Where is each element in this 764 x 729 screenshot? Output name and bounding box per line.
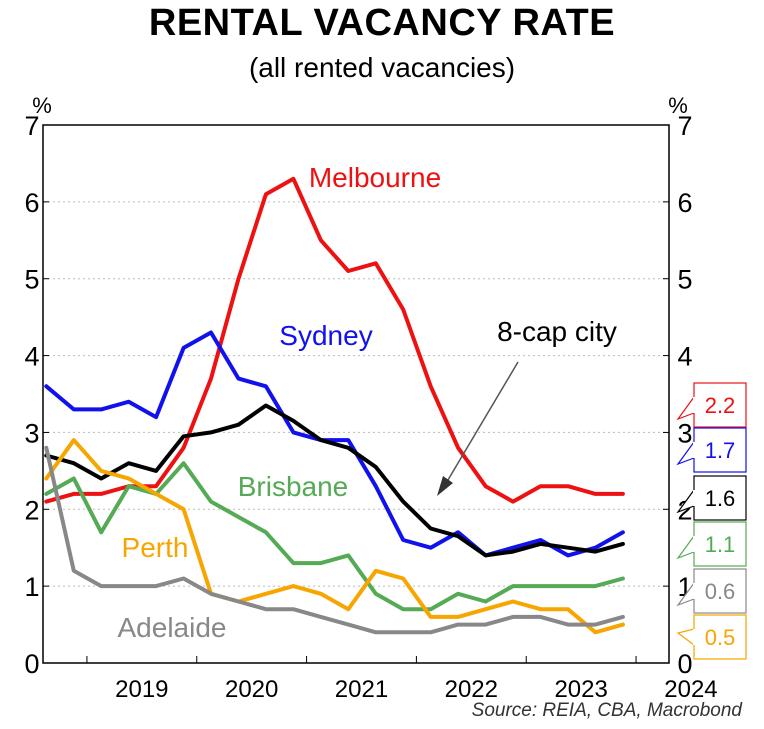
end-label-box bbox=[693, 475, 747, 521]
y-tick-label-left: 7 bbox=[24, 111, 39, 141]
x-tick-label: 2022 bbox=[445, 676, 498, 703]
series-label-perth: Perth bbox=[122, 532, 189, 563]
y-axis-unit-left: % bbox=[32, 93, 52, 118]
end-value-label: 0.6 bbox=[705, 579, 736, 604]
chart-title: RENTAL VACANCY RATE bbox=[148, 2, 616, 44]
plot-frame bbox=[42, 124, 670, 664]
y-tick-label-right: 5 bbox=[677, 265, 692, 295]
end-label-box bbox=[693, 614, 747, 660]
end-label-pointer bbox=[676, 489, 695, 514]
chart-subtitle: (all rented vacancies) bbox=[248, 52, 516, 83]
end-value-label: 1.6 bbox=[705, 486, 736, 511]
y-tick-label-left: 3 bbox=[24, 418, 39, 448]
end-value-label: 1.1 bbox=[705, 532, 736, 557]
annotation-arrowhead bbox=[437, 476, 453, 496]
source-note: Source: REIA, CBA, Macrobond bbox=[471, 700, 742, 721]
series-label-sydney: Sydney bbox=[279, 320, 372, 351]
end-label-box bbox=[693, 427, 747, 473]
series-line-perth bbox=[44, 438, 625, 635]
series-label-melbourne: Melbourne bbox=[309, 162, 441, 193]
y-tick-label-left: 1 bbox=[24, 572, 39, 602]
y-tick-label-left: 2 bbox=[24, 495, 39, 525]
end-label-pointer bbox=[676, 441, 695, 466]
y-tick-label-right: 7 bbox=[677, 111, 692, 141]
y-tick-label-left: 6 bbox=[24, 188, 39, 218]
y-tick-label-right: 6 bbox=[677, 188, 692, 218]
end-label-pointer bbox=[676, 396, 695, 421]
x-tick-label: 2023 bbox=[554, 676, 607, 703]
series-label-brisbane: Brisbane bbox=[238, 471, 349, 502]
x-tick-label: 2024 bbox=[664, 676, 717, 703]
y-tick-label-right: 3 bbox=[677, 418, 692, 448]
end-label-pointer bbox=[676, 582, 695, 607]
end-value-label: 2.2 bbox=[705, 393, 736, 418]
series-label-8-cap-city: 8-cap city bbox=[497, 316, 617, 347]
end-value-label: 1.7 bbox=[705, 438, 736, 463]
end-label-box bbox=[693, 521, 747, 567]
x-tick-label: 2020 bbox=[225, 676, 278, 703]
y-tick-label-left: 4 bbox=[24, 342, 39, 372]
series-line-adelaide bbox=[44, 445, 625, 635]
y-tick-label-right: 4 bbox=[677, 342, 692, 372]
y-tick-label-left: 5 bbox=[24, 265, 39, 295]
end-value-label: 0.5 bbox=[705, 625, 736, 650]
series-line-sydney bbox=[44, 330, 625, 558]
end-label-pointer bbox=[676, 535, 695, 560]
end-label-pointer bbox=[676, 628, 695, 646]
x-tick-label: 2021 bbox=[335, 676, 388, 703]
series-line-brisbane bbox=[44, 461, 625, 612]
annotation-arrow-line bbox=[444, 361, 519, 486]
end-label-box bbox=[693, 382, 747, 428]
y-tick-label-left: 0 bbox=[24, 649, 39, 679]
y-axis-unit-right: % bbox=[668, 93, 688, 118]
x-tick-label: 2019 bbox=[115, 676, 168, 703]
series-line-8-cap-city bbox=[44, 403, 625, 558]
y-tick-label-right: 0 bbox=[677, 649, 692, 679]
end-label-box bbox=[693, 568, 747, 614]
series-label-adelaide: Adelaide bbox=[118, 612, 227, 643]
